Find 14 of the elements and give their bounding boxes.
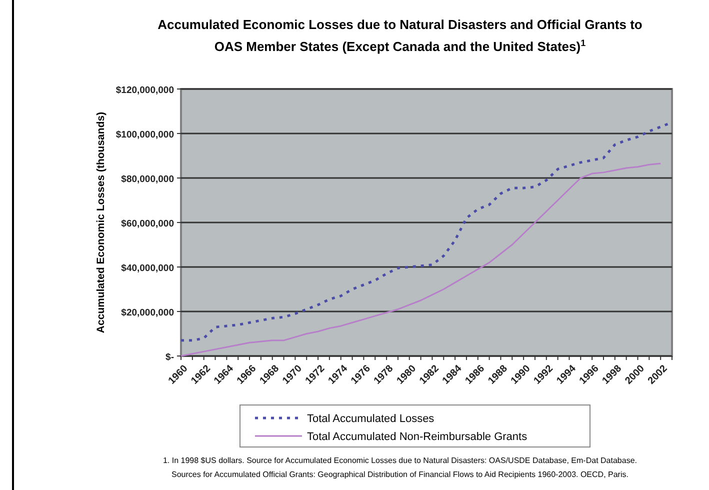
y-tick-label: $120,000,000 <box>116 85 174 96</box>
source-note: Sources for Accumulated Official Grants: Geographical Distribution of Financial Flows to Aid Recipients 1960-2003. OECD, Paris. <box>172 470 628 479</box>
y-tick-label: $100,000,000 <box>116 130 174 140</box>
y-tick-label: $20,000,000 <box>121 308 174 318</box>
y-tick-label: $80,000,000 <box>121 174 174 185</box>
y-axis-title: Accumulated Economic Losses (thousands) <box>95 112 107 334</box>
legend-label: Total Accumulated Non-Reimbursable Grants <box>307 431 528 443</box>
y-tick-label: $40,000,000 <box>121 263 174 274</box>
chart-title: Accumulated Economic Losses due to Natural Disasters and Official Grants to OAS Member States (Except Canada and the United States)$^{1}$ <box>158 17 642 54</box>
text: 1. In 1998 $US dollars. Source for Accumulated Economic Losses due to Natural Disasters: OAS/USDE Database, Em-Dat Database. <box>162 456 638 465</box>
line-series <box>180 162 662 357</box>
legend-label: Total Accumulated Losses <box>307 413 435 425</box>
y-tick-label: $- <box>166 352 174 363</box>
y-tick-label: $60,000,000 <box>121 218 174 230</box>
